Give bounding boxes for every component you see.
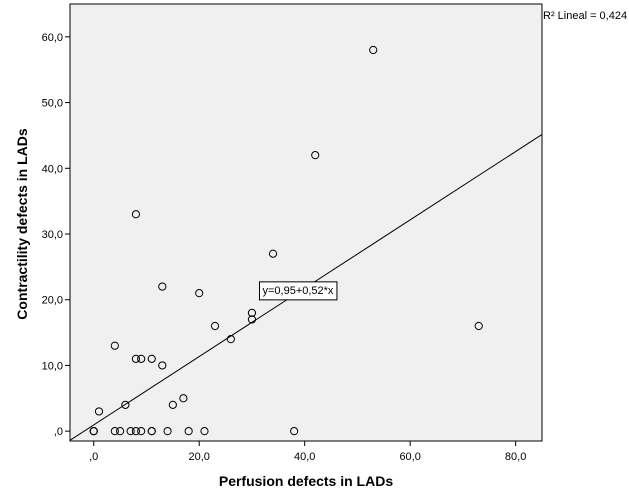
y-tick-label: 20,0 xyxy=(42,295,63,307)
data-point xyxy=(474,321,483,331)
equation-box xyxy=(258,281,338,301)
y-axis-title: Contractility defects in LADs xyxy=(14,128,30,320)
x-axis-ticks: ,0 20,0 40,0 60,0 80,0 xyxy=(89,441,526,463)
data-point xyxy=(195,289,204,298)
data-point xyxy=(137,354,146,363)
data-point xyxy=(147,354,156,363)
data-point xyxy=(200,427,209,436)
y-axis-ticks: ,0 10,0 20,0 30,0 40,0 50,0 60,0 xyxy=(42,32,70,438)
y-tick-label: 60,0 xyxy=(42,32,63,44)
x-axis-title: Perfusion defects in LADs xyxy=(219,473,393,489)
data-point xyxy=(121,400,130,409)
x-tick-label: 20,0 xyxy=(188,451,209,463)
data-point xyxy=(126,427,135,436)
data-point xyxy=(110,427,119,436)
y-tick-label: ,0 xyxy=(54,426,63,438)
y-tick-label: 40,0 xyxy=(42,163,63,175)
data-point xyxy=(226,335,235,344)
data-point xyxy=(168,400,177,409)
data-point xyxy=(110,341,119,350)
data-point xyxy=(94,407,104,416)
data-point xyxy=(311,151,320,160)
plot-area xyxy=(69,3,543,442)
data-point xyxy=(247,315,257,324)
equation-text: y=0,95+0,52*x xyxy=(262,285,333,297)
data-point xyxy=(179,394,188,403)
data-point xyxy=(89,427,98,436)
x-tick-label: 60,0 xyxy=(399,451,420,463)
data-point xyxy=(131,210,141,219)
y-tick-label: 10,0 xyxy=(42,360,63,372)
equation-label: y=0,95+0,52*x xyxy=(258,281,338,301)
data-point xyxy=(369,45,378,55)
data-point xyxy=(290,427,299,436)
x-tick-label: 40,0 xyxy=(294,451,315,463)
data-point xyxy=(131,427,141,436)
data-points xyxy=(89,45,483,436)
data-point xyxy=(247,308,257,317)
r-squared-label: R² Lineal = 0,424 xyxy=(543,10,627,22)
data-point xyxy=(163,427,172,436)
data-point xyxy=(147,427,156,436)
x-tick-label: ,0 xyxy=(89,451,98,463)
data-point xyxy=(210,321,220,331)
data-point xyxy=(158,282,167,291)
data-point xyxy=(158,361,167,370)
data-point xyxy=(184,427,193,436)
y-tick-label: 30,0 xyxy=(42,229,63,241)
data-point xyxy=(268,249,278,258)
y-tick-label: 50,0 xyxy=(42,98,63,110)
data-point xyxy=(137,427,146,436)
data-point xyxy=(131,354,141,363)
data-point xyxy=(116,427,125,436)
x-tick-label: 80,0 xyxy=(505,451,526,463)
